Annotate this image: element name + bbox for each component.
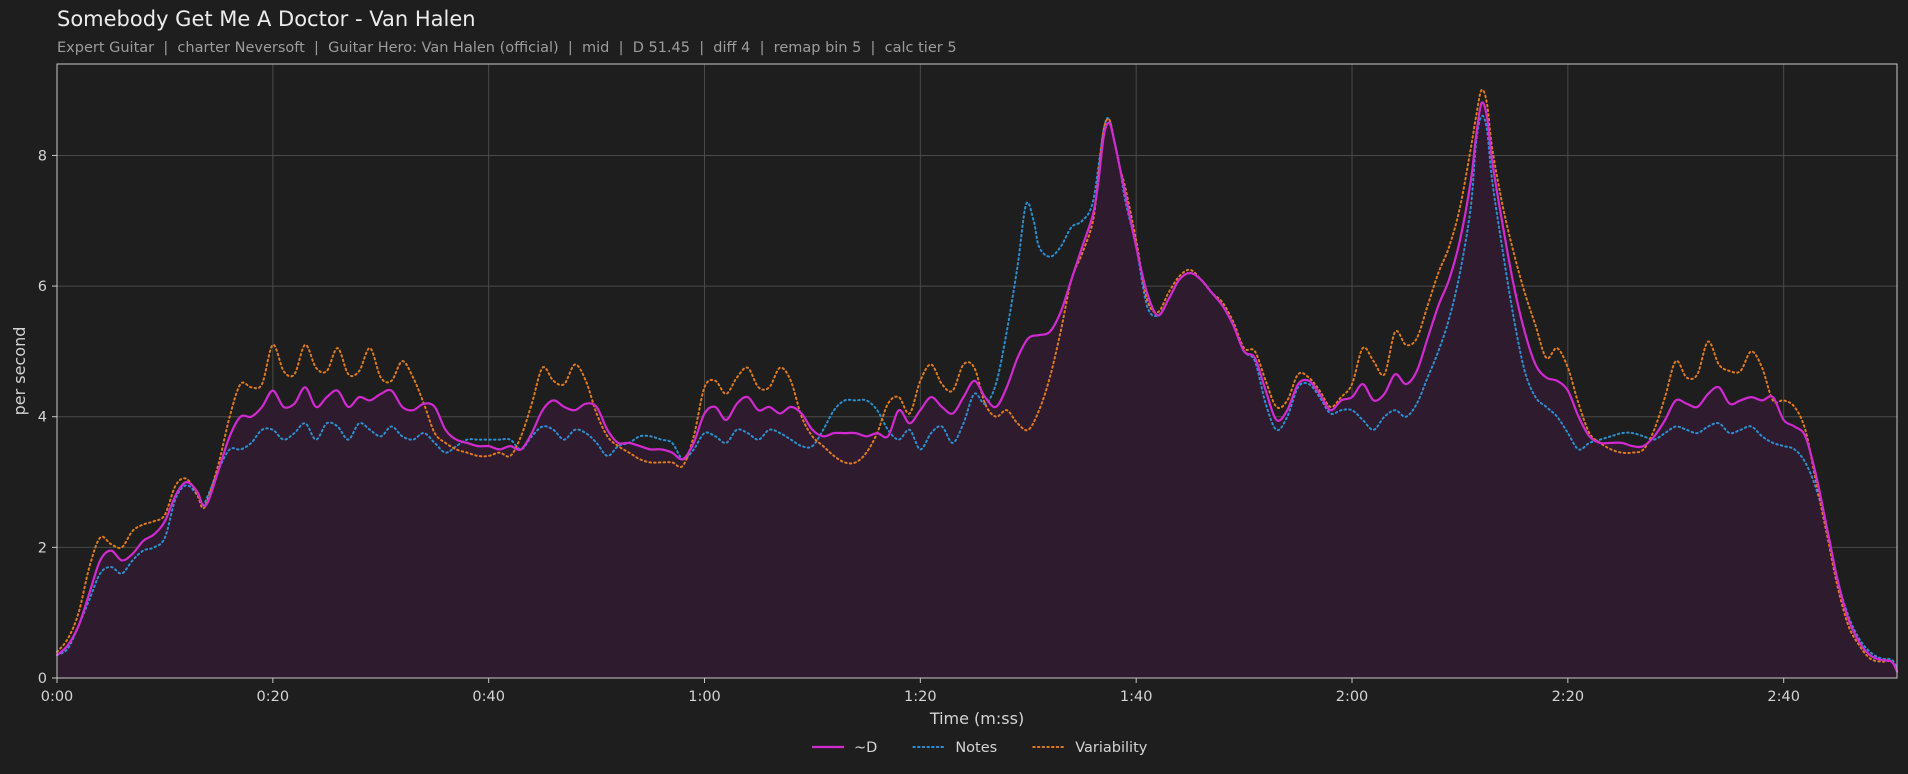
legend-label: ~D <box>854 740 877 756</box>
legend-label: Notes <box>955 740 997 756</box>
y-axis-ticks: 0 2 4 6 8 <box>38 148 57 687</box>
series-line-variability <box>56 88 1898 673</box>
x-tick-label: 2:00 <box>1336 689 1369 705</box>
x-tick-label: 0:20 <box>257 689 290 705</box>
legend-item: Variability <box>1032 740 1148 756</box>
y-axis-label: per second <box>10 327 29 416</box>
series-area-fill <box>57 102 1897 679</box>
x-axis-ticks: 0:00 0:20 0:40 1:00 1:20 1:40 2:00 2:20 2:40 <box>41 678 1800 705</box>
chart-subtitle: Expert Guitar | charter Neversoft | Guit… <box>57 40 957 56</box>
legend-item: ~D <box>812 740 877 756</box>
y-tick-label: 6 <box>38 279 47 295</box>
x-tick-label: 1:20 <box>904 689 937 705</box>
y-tick-label: 2 <box>38 540 47 556</box>
x-tick-label: 1:40 <box>1120 689 1153 705</box>
legend-label: Variability <box>1075 740 1148 756</box>
series-lines <box>55 88 1899 673</box>
x-tick-label: 0:40 <box>472 689 505 705</box>
series-line-d <box>55 101 1899 673</box>
y-tick-label: 8 <box>38 148 47 164</box>
x-tick-label: 2:20 <box>1552 689 1585 705</box>
x-tick-label: 2:40 <box>1767 689 1800 705</box>
y-tick-label: 4 <box>38 410 47 426</box>
legend: ~D Notes Variability <box>812 740 1148 756</box>
legend-item: Notes <box>912 740 997 756</box>
x-tick-label: 0:00 <box>41 689 74 705</box>
y-tick-label: 0 <box>38 671 47 687</box>
plot-frame <box>56 63 1898 679</box>
chart-title: Somebody Get Me A Doctor - Van Halen <box>57 7 476 31</box>
area-fill <box>57 102 1897 679</box>
series-line-notes <box>56 114 1898 670</box>
x-axis-label: Time (m:ss) <box>929 709 1024 728</box>
x-tick-label: 1:00 <box>688 689 721 705</box>
